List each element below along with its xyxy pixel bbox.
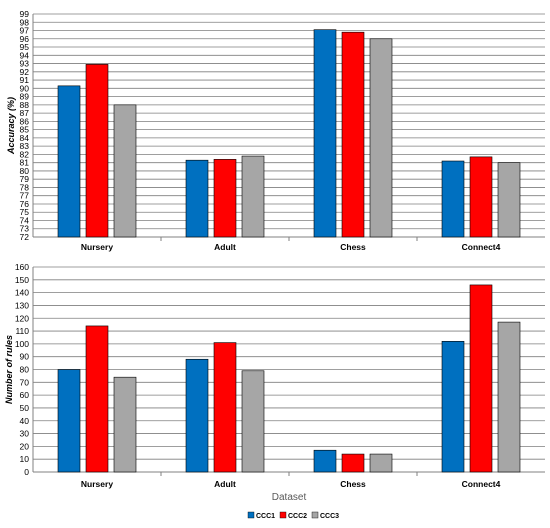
accuracy-bar-ccc1-chess [313,29,337,238]
rules-y-tick-label: 160 [15,262,29,272]
accuracy-y-tick-label: 72 [20,232,30,242]
accuracy-y-tick-label: 88 [20,100,30,110]
legend-swatch-ccc3 [311,511,319,519]
accuracy-y-tick-label: 83 [20,141,30,151]
rules-x-category-label: Connect4 [462,479,501,489]
rules-y-tick-label: 90 [20,352,30,362]
rules-y-tick-label: 0 [24,467,29,477]
rules-y-tick-label: 70 [20,377,30,387]
rules-x-category-label: Adult [214,479,236,489]
accuracy-bar-ccc1-adult [185,159,209,238]
accuracy-bar-ccc1-connect4 [441,160,465,238]
accuracy-bar-ccc3-nursery [113,104,137,238]
rules-bar-ccc2-adult [213,342,237,473]
accuracy-y-tick-label: 84 [20,133,30,143]
legend-label-ccc1: CCC1 [256,513,275,520]
rules-y-tick-label: 10 [20,454,30,464]
rules-bar-ccc2-nursery [85,325,109,473]
accuracy-y-tick-label: 82 [20,149,30,159]
rules-y-tick-label: 30 [20,429,30,439]
rules-bar-ccc1-nursery [57,369,81,473]
accuracy-y-tick-label: 99 [20,9,30,19]
accuracy-y-tick-label: 92 [20,67,30,77]
rules-bar-ccc2-connect4 [469,284,493,473]
accuracy-bar-ccc2-adult [213,159,237,238]
rules-y-axis-title: Number of rules [4,335,14,404]
rules-y-tick-label: 120 [15,313,29,323]
accuracy-bar-ccc2-connect4 [469,156,493,238]
rules-y-tick-label: 60 [20,390,30,400]
accuracy-bar-ccc2-nursery [85,64,109,238]
rules-y-tick-label: 130 [15,300,29,310]
accuracy-y-tick-label: 79 [20,174,30,184]
accuracy-y-tick-label: 76 [20,199,30,209]
rules-y-tick-label: 140 [15,288,29,298]
accuracy-y-tick-label: 94 [20,50,30,60]
rules-x-category-label: Chess [340,479,366,489]
accuracy-y-tick-label: 78 [20,182,30,192]
accuracy-y-tick-label: 73 [20,224,30,234]
accuracy-y-tick-label: 90 [20,83,30,93]
rules-y-tick-label: 110 [15,326,29,336]
rules-bar-ccc1-connect4 [441,341,465,473]
accuracy-y-tick-label: 86 [20,116,30,126]
rules-y-tick-label: 20 [20,441,30,451]
accuracy-x-category-label: Adult [214,242,236,252]
accuracy-bar-ccc3-chess [369,38,393,238]
rules-x-axis-title: Dataset [272,492,307,503]
accuracy-bar-ccc2-chess [341,31,365,238]
rules-bar-ccc3-chess [369,453,393,473]
accuracy-bar-ccc1-nursery [57,85,81,238]
rules-y-tick-label: 150 [15,275,29,285]
accuracy-y-tick-label: 77 [20,191,30,201]
rules-bar-ccc1-adult [185,358,209,473]
rules-bar-ccc1-chess [313,449,337,473]
accuracy-y-axis-title: Accuracy (%) [6,97,16,155]
legend-swatch-ccc2 [279,511,287,519]
accuracy-x-category-label: Nursery [81,242,113,252]
accuracy-y-tick-label: 75 [20,207,30,217]
rules-bar-ccc2-chess [341,453,365,473]
rules-x-category-label: Nursery [81,479,113,489]
accuracy-y-tick-label: 95 [20,42,30,52]
accuracy-x-category-label: Chess [340,242,366,252]
accuracy-x-category-label: Connect4 [462,242,501,252]
accuracy-y-tick-label: 81 [20,158,30,168]
accuracy-y-tick-label: 96 [20,34,30,44]
rules-bar-ccc3-adult [241,370,265,473]
accuracy-bar-ccc3-connect4 [497,162,521,238]
legend-label-ccc2: CCC2 [288,513,307,520]
accuracy-y-tick-label: 98 [20,17,30,27]
accuracy-y-tick-label: 91 [20,75,30,85]
accuracy-bar-ccc3-adult [241,155,265,238]
rules-y-tick-label: 50 [20,403,30,413]
accuracy-y-tick-label: 93 [20,59,30,69]
accuracy-y-tick-label: 89 [20,92,30,102]
rules-bar-ccc3-connect4 [497,321,521,473]
accuracy-y-tick-label: 80 [20,166,30,176]
accuracy-y-tick-label: 85 [20,125,30,135]
accuracy-y-tick-label: 87 [20,108,30,118]
rules-y-tick-label: 80 [20,365,30,375]
accuracy-y-tick-label: 97 [20,26,30,36]
rules-y-tick-label: 40 [20,416,30,426]
legend-label-ccc3: CCC3 [320,513,339,520]
legend-swatch-ccc1 [247,511,255,519]
accuracy-y-tick-label: 74 [20,215,30,225]
rules-y-tick-label: 100 [15,339,29,349]
rules-bar-ccc3-nursery [113,376,137,473]
